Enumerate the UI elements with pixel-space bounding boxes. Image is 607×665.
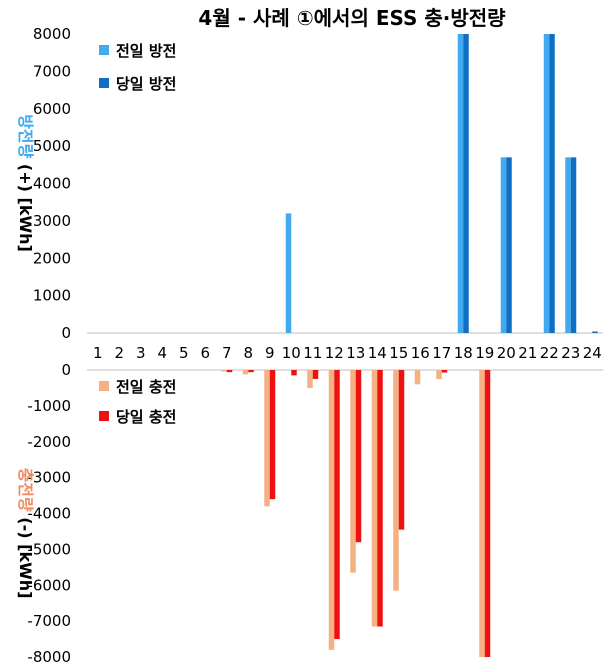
discharge-y-tick-label: 7000 [33, 62, 71, 80]
discharge-bar [463, 34, 469, 333]
charge-y-axis-label-prefix: 충전량 [16, 468, 35, 518]
x-tick-label: 9 [265, 344, 275, 362]
discharge-y-tick-label: 6000 [33, 100, 71, 118]
discharge-y-tick-label: 3000 [33, 212, 71, 230]
discharge-y-tick-label: 1000 [33, 287, 71, 305]
discharge-y-axis-label: 방전량 (+) [kWh] [16, 114, 35, 252]
charge-bar [436, 370, 442, 379]
x-tick-label: 5 [179, 344, 189, 362]
discharge-panel: 8000 7000 6000 5000 4000 3000 2000 1000 0 전일 방전당일… [16, 25, 603, 342]
charge-bar [242, 370, 249, 375]
charge-bar [371, 370, 378, 627]
charge-bar [414, 370, 421, 385]
discharge-bar [457, 34, 464, 333]
x-tick-label: 14 [368, 344, 387, 362]
charge-y-tick-label: -6000 [27, 576, 71, 594]
x-tick-label: 16 [411, 344, 430, 362]
charge-bar [328, 370, 335, 650]
discharge-y-tick-label: 2000 [33, 249, 71, 267]
charge-bar [334, 370, 340, 640]
charge-bar [484, 370, 491, 657]
x-tick-label: 19 [475, 344, 494, 362]
discharge-bar [285, 213, 292, 333]
x-tick-label: 2 [114, 344, 124, 362]
x-tick-label: 21 [518, 344, 537, 362]
x-tick-label: 22 [540, 344, 559, 362]
x-tick-label: 24 [583, 344, 602, 362]
discharge-y-tick-label: 8000 [33, 25, 71, 43]
discharge-y-axis-label-prefix: 방전량 [16, 114, 35, 164]
x-tick-label: 17 [432, 344, 451, 362]
x-tick-label: 11 [303, 344, 322, 362]
discharge-legend-swatch [99, 78, 109, 88]
discharge-bar [549, 34, 555, 333]
charge-bar [269, 370, 276, 500]
chart-title: 4월 - 사례 ①에서의 ESS 충·방전량 [198, 6, 506, 30]
charge-bar [355, 370, 362, 543]
discharge-bar [543, 34, 550, 333]
charge-y-axis-label-suffix: (-) [kWh] [16, 517, 35, 598]
discharge-bar [570, 157, 577, 333]
discharge-bar [500, 157, 507, 333]
discharge-bar [565, 157, 571, 333]
charge-y-tick-label: -4000 [27, 505, 71, 523]
charge-bar [307, 370, 313, 388]
charge-bar [226, 370, 233, 373]
x-tick-label: 12 [325, 344, 344, 362]
charge-legend-swatch [99, 381, 109, 391]
discharge-legend-label: 전일 방전 [116, 42, 176, 60]
charge-y-tick-label: -8000 [27, 648, 71, 665]
x-tick-label: 7 [222, 344, 232, 362]
x-axis-hour-labels: 1 2 3 4 5 6 7 8 9 10 11 12 13 14 15 16 17 18 19 20 21 22 23 24 [93, 344, 602, 362]
x-tick-label: 10 [282, 344, 301, 362]
discharge-legend-swatch [99, 45, 109, 55]
x-tick-label: 13 [346, 344, 365, 362]
x-tick-label: 23 [561, 344, 580, 362]
x-tick-label: 18 [454, 344, 473, 362]
charge-bar [264, 370, 270, 507]
charge-y-tick-label: -1000 [27, 397, 71, 415]
charge-y-tick-label: 0 [61, 361, 71, 379]
x-tick-label: 3 [136, 344, 146, 362]
discharge-y-tick-label: 4000 [33, 175, 71, 193]
discharge-y-tick-label: 0 [61, 324, 71, 342]
charge-bar [441, 370, 448, 373]
discharge-y-tick-label: 5000 [33, 137, 71, 155]
x-tick-label: 1 [93, 344, 103, 362]
x-tick-label: 6 [200, 344, 210, 362]
charge-y-tick-label: -5000 [27, 540, 71, 558]
charge-legend-swatch [99, 411, 109, 421]
discharge-bar [592, 331, 598, 333]
discharge-legend-label: 당일 방전 [116, 75, 176, 93]
charge-y-tick-label: -7000 [27, 612, 71, 630]
charge-y-axis-label: 충전량 (-) [kWh] [16, 468, 35, 599]
charge-y-tick-label: -2000 [27, 433, 71, 451]
discharge-y-axis-label-suffix: (+) [kWh] [16, 164, 35, 252]
charge-legend-label: 당일 충전 [116, 408, 176, 426]
x-tick-label: 8 [243, 344, 253, 362]
discharge-bar [506, 157, 512, 333]
charge-bar [393, 370, 399, 591]
charge-bar [291, 370, 297, 376]
charge-bar [248, 370, 254, 373]
charge-legend-label: 전일 충전 [116, 378, 176, 396]
charge-y-tick-label: -3000 [27, 469, 71, 487]
charge-bar [312, 370, 319, 379]
charge-bar [221, 370, 227, 372]
charge-panel: 0 -1000 -2000 -3000 -4000 -5000 -6000 -7000 -800… [16, 361, 603, 665]
charge-bar [377, 370, 383, 627]
x-tick-label: 15 [389, 344, 408, 362]
x-tick-label: 20 [497, 344, 516, 362]
charge-bar [350, 370, 356, 573]
charge-bar [479, 370, 485, 657]
charge-bar [398, 370, 405, 530]
x-tick-label: 4 [157, 344, 167, 362]
